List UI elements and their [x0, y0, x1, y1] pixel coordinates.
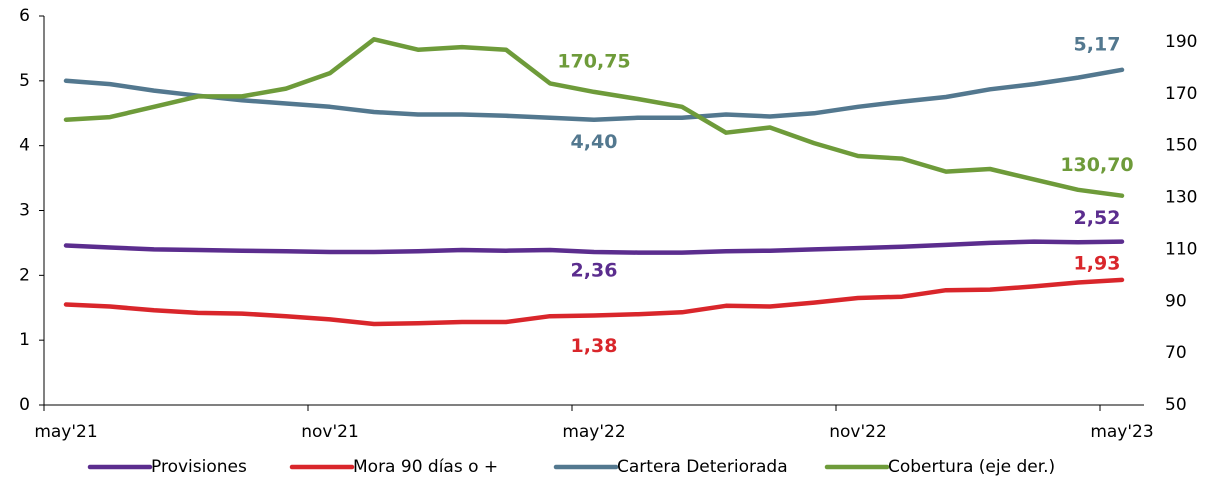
y2-tick-label: 90	[1165, 291, 1187, 311]
data-label: 5,17	[1074, 33, 1121, 55]
y2-tick-label: 110	[1165, 239, 1197, 259]
y-tick-label: 1	[19, 330, 30, 350]
y-tick-label: 6	[19, 6, 30, 26]
y2-tick-label: 170	[1165, 84, 1197, 104]
data-label: 4,40	[571, 131, 618, 153]
legend-label: Cobertura (eje der.)	[888, 457, 1055, 477]
x-tick-label: nov'22	[829, 422, 887, 442]
legend-label: Cartera Deteriorada	[617, 457, 788, 477]
data-label: 130,70	[1060, 154, 1133, 176]
line	[63, 67, 1125, 122]
y2-tick-label: 150	[1165, 136, 1197, 156]
y2-tick-label: 70	[1165, 343, 1187, 363]
y2-tick-label: 50	[1165, 395, 1187, 415]
legend-label: Mora 90 días o +	[353, 457, 498, 477]
data-label: 170,75	[557, 50, 630, 72]
line	[63, 239, 1125, 255]
x-tick-label: may'21	[34, 422, 97, 442]
x-tick-label: may'22	[562, 422, 625, 442]
y2-tick-label: 130	[1165, 188, 1197, 208]
y-tick-label: 3	[19, 201, 30, 221]
data-label: 1,93	[1074, 252, 1121, 274]
y2-tick-label: 190	[1165, 32, 1197, 52]
y-tick-label: 4	[19, 136, 30, 156]
y-tick-label: 5	[19, 71, 30, 91]
legend-label: Provisiones	[151, 457, 247, 477]
y-tick-label: 0	[19, 395, 30, 415]
line	[63, 37, 1125, 198]
data-label: 2,52	[1074, 207, 1121, 229]
data-label: 1,38	[571, 335, 618, 357]
y-tick-label: 2	[19, 265, 30, 285]
data-label: 2,36	[571, 259, 618, 281]
x-tick-label: may'23	[1090, 422, 1153, 442]
x-tick-label: nov'21	[301, 422, 359, 442]
line	[63, 277, 1125, 327]
